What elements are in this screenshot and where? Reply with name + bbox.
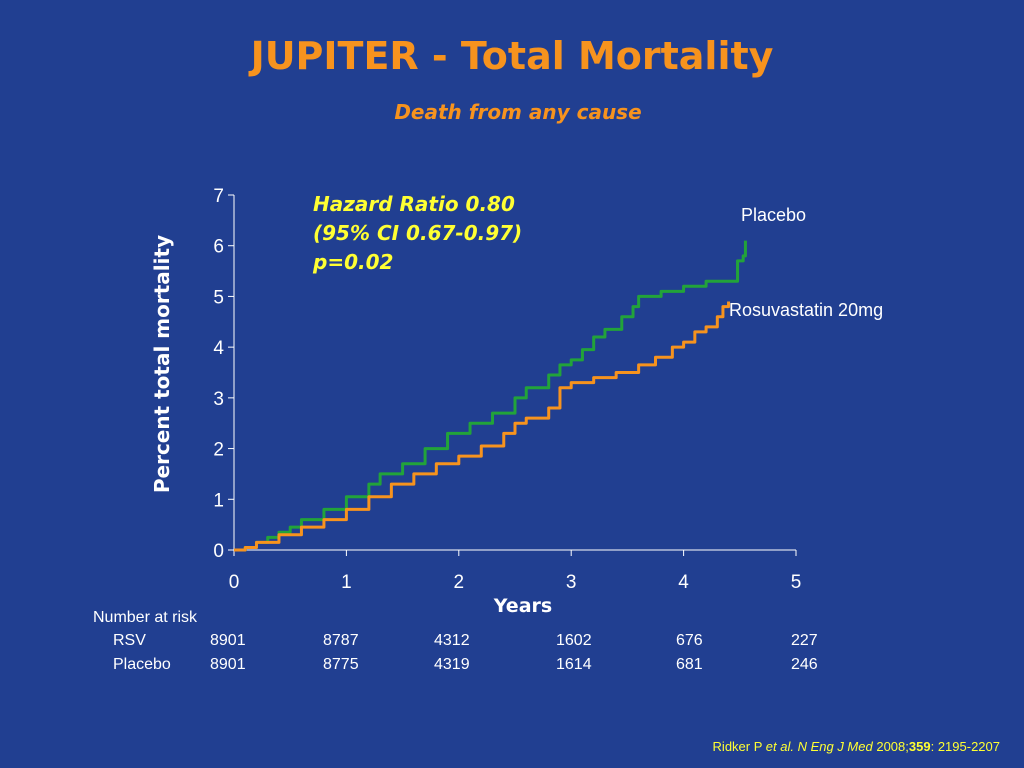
risk-placebo-year0: 8901 — [210, 656, 246, 673]
risk-rsv-year4: 676 — [676, 632, 703, 649]
risk-table-header: Number at risk — [93, 609, 198, 626]
hazard-ratio-text: Hazard Ratio 0.80 — [313, 192, 515, 216]
risk-rsv-year5: 227 — [791, 632, 818, 649]
rosuvastatin-series-line — [234, 301, 731, 552]
risk-placebo-year2: 4319 — [434, 656, 470, 673]
risk-rsv-year3: 1602 — [556, 632, 592, 649]
placebo-series-line — [234, 240, 747, 552]
risk-row-label-rsv: RSV — [113, 632, 146, 649]
confidence-interval-text: (95% CI 0.67-0.97) — [313, 221, 523, 245]
citation-year: 2008; — [872, 739, 909, 754]
risk-row-label-placebo: Placebo — [113, 656, 171, 673]
citation-etal: et al. — [765, 739, 794, 754]
p-value-text: p=0.02 — [313, 250, 394, 274]
y-tick-label: 5 — [213, 287, 224, 308]
x-tick-label: 0 — [229, 572, 240, 593]
risk-rsv-year0: 8901 — [210, 632, 246, 649]
risk-placebo-year3: 1614 — [556, 656, 592, 673]
x-tick-label: 5 — [791, 572, 802, 593]
slide-title: JUPITER - Total Mortality — [250, 34, 774, 78]
risk-placebo-year4: 681 — [676, 656, 703, 673]
risk-placebo-year5: 246 — [791, 656, 818, 673]
y-tick-label: 0 — [213, 541, 224, 562]
citation-journal: N Eng J Med — [793, 739, 873, 754]
citation: Ridker P et al. N Eng J Med 2008;359: 21… — [713, 739, 1000, 754]
y-tick-label: 7 — [213, 186, 224, 207]
y-tick-label: 3 — [213, 389, 224, 410]
y-tick-label: 2 — [213, 440, 224, 461]
rosuvastatin-label: Rosuvastatin 20mg — [729, 300, 884, 320]
risk-placebo-year1: 8775 — [323, 656, 359, 673]
risk-rsv-year1: 8787 — [323, 632, 359, 649]
risk-rsv-year2: 4312 — [434, 632, 470, 649]
slide-subtitle: Death from any cause — [394, 100, 642, 124]
y-tick-label: 4 — [213, 338, 224, 359]
citation-volume: 359 — [908, 739, 931, 754]
citation-pages: : 2195-2207 — [930, 739, 1000, 754]
x-tick-label: 1 — [341, 572, 352, 593]
y-tick-label: 1 — [213, 490, 224, 511]
hazard-ratio-annotation: Hazard Ratio 0.80 (95% CI 0.67-0.97) p=0… — [313, 190, 522, 277]
x-tick-label: 4 — [678, 572, 689, 593]
x-axis-title: Years — [493, 595, 553, 617]
y-tick-label: 6 — [213, 237, 224, 258]
x-tick-label: 3 — [566, 572, 577, 593]
citation-author: Ridker P — [712, 739, 766, 754]
x-tick-label: 2 — [454, 572, 465, 593]
placebo-label: Placebo — [741, 205, 807, 225]
